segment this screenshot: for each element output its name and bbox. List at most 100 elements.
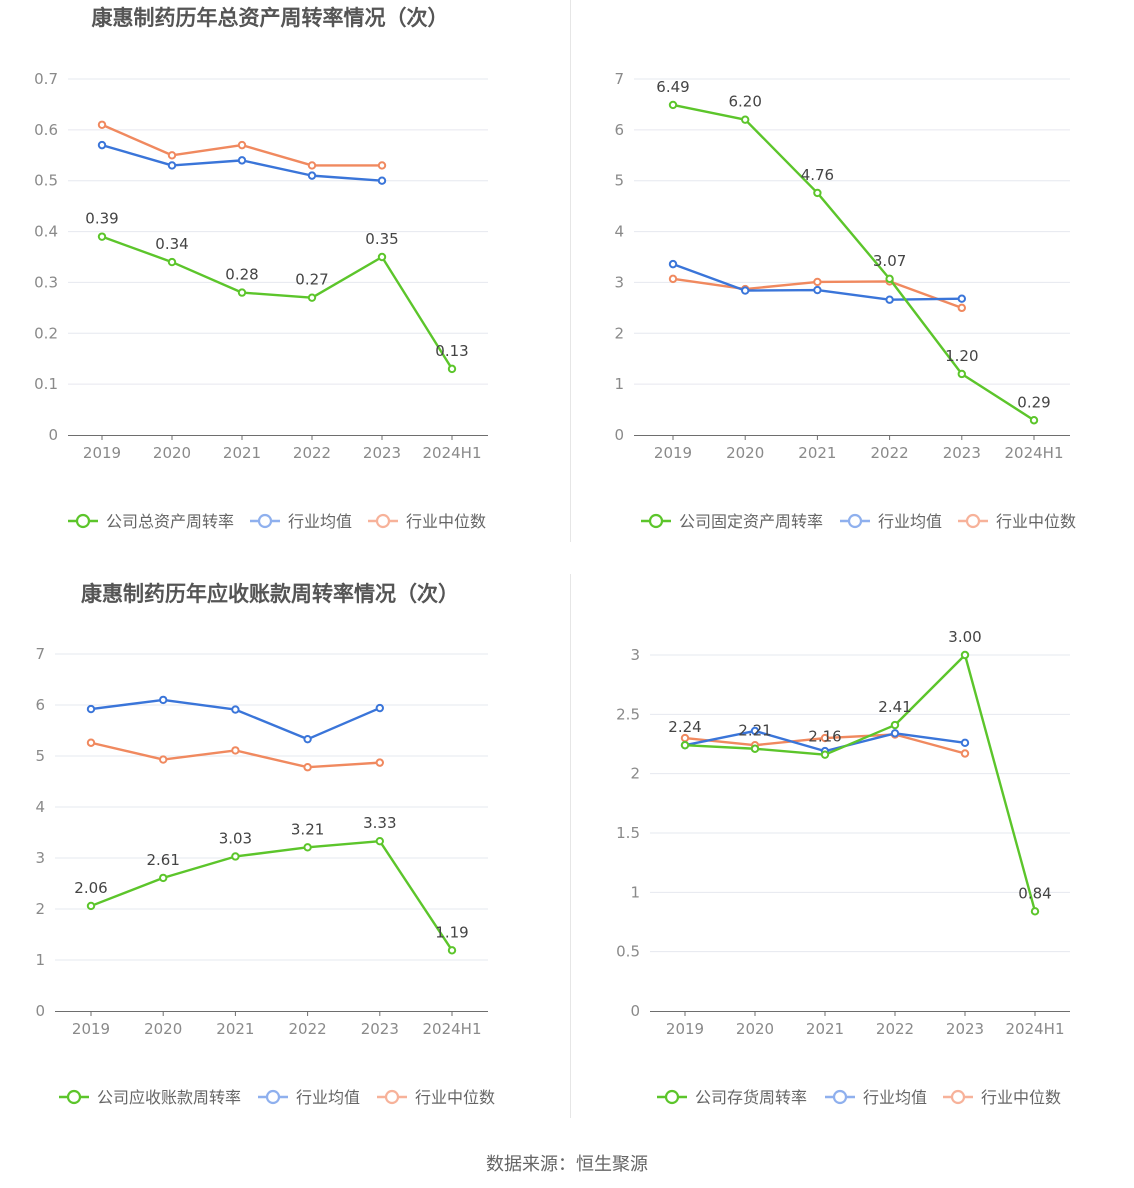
x-tick-label: 2023 [363,444,401,462]
chart-svg-fixed-asset-turnover: 康惠制药历年固定资产周转率情况（次）0123456720192020202120… [614,70,1076,531]
data-point-company [820,750,830,759]
y-tick-label: 1.5 [616,824,640,842]
data-point-company [303,843,312,852]
legend-label: 行业中位数 [981,1088,1061,1107]
series-line-company [90,839,454,951]
data-point-company [97,232,107,241]
x-tick-label: 2023 [943,444,981,462]
x-tick-label: 2021 [223,444,261,462]
data-point-industry-median [303,763,312,772]
x-tick-label: 2020 [144,1020,182,1038]
data-point-company [237,288,247,297]
data-point-industry-avg [231,705,240,714]
y-tick-label: 7 [35,645,45,663]
y-tick-label: 0.5 [616,943,640,961]
y-tick-label: 2 [614,324,624,342]
data-label: 2.61 [146,851,179,869]
data-point-industry-median [159,755,168,764]
data-point-industry-avg [890,729,900,738]
y-tick-label: 3 [35,849,45,867]
data-label: 0.84 [1018,884,1051,902]
data-label: 0.13 [435,342,468,360]
legend-marker-industry-median [950,1089,966,1105]
x-tick-label: 2024H1 [423,1020,482,1038]
y-tick-label: 6 [614,121,624,139]
y-tick-label: 0.6 [34,121,58,139]
data-label: 2.16 [808,728,841,746]
data-point-industry-avg [885,295,894,304]
chart-title: 康惠制药历年总资产周转率情况（次） [92,6,449,30]
data-label: 3.07 [873,252,906,270]
chart-panel-fixed-asset-turnover: 康惠制药历年固定资产周转率情况（次）0123456720192020202120… [567,0,1134,570]
chart-plot-group: 康惠制药历年总资产周转率情况（次） 0 0.1 0.2 0.3 0.4 0.5 0.6 0.7 2… [34,6,488,531]
series-line-company [672,103,1035,422]
data-label: 4.76 [801,166,834,184]
data-point-industry-median [813,277,822,287]
y-tick-label: 2 [630,765,640,783]
y-tick-label: 1 [614,375,624,393]
data-point-industry-avg [377,176,387,185]
legend-label: 行业均值 [863,1088,927,1107]
y-tick-label: 3 [614,273,624,291]
data-label: 0.28 [225,266,258,284]
x-tick-label: 2022 [871,444,909,462]
data-point-industry-median [307,161,317,170]
data-point-industry-avg [957,294,966,303]
x-tick-label: 2021 [806,1020,844,1038]
data-point-company [960,650,970,660]
data-label: 2.41 [878,698,911,716]
data-point-company [375,836,384,846]
chart-panel-inventory-turnover: 康惠制药历年存货周转率情况（次）00.511.522.5320192020202… [567,570,1134,1140]
data-point-industry-median [668,274,678,284]
legend-label: 行业中位数 [406,512,486,531]
y-tick-label: 0.7 [34,70,58,88]
legend-label: 公司固定资产周转率 [679,512,823,531]
x-tick-label: 2020 [726,444,764,462]
legend-marker-industry-median [375,513,391,529]
data-point-company [1029,416,1039,425]
legend-marker-industry-avg [832,1089,848,1105]
data-point-company [167,257,177,267]
data-point-company [447,364,457,374]
data-label: 0.35 [365,230,398,248]
data-point-industry-median [377,161,387,170]
y-tick-label: 0 [48,426,58,444]
legend-marker-company [648,513,664,529]
chart-svg-receivables-turnover: 康惠制药历年应收账款周转率情况（次） 0 1 2 3 4 5 6 7 2019 2020 2021 20… [35,582,495,1107]
data-point-company [668,100,678,110]
data-point-industry-median [957,303,966,313]
chart-svg-total-asset-turnover: 康惠制药历年总资产周转率情况（次） 0 0.1 0.2 0.3 0.4 0.5 0.6 0.7 2… [34,6,488,531]
legend-label: 行业均值 [878,512,942,531]
data-label: 2.21 [738,722,771,740]
x-tick-label: 2019 [666,1020,704,1038]
x-tick-label: 2023 [946,1020,984,1038]
data-point-industry-avg [159,695,168,705]
data-point-industry-median [97,120,107,129]
x-tick-label: 2022 [876,1020,914,1038]
data-point-company [447,946,457,955]
data-point-industry-avg [86,704,96,714]
chart-plot-group: 康惠制药历年应收账款周转率情况（次） 0 1 2 3 4 5 6 7 2019 2020 2021 20… [35,582,495,1107]
data-point-industry-avg [167,161,177,170]
data-label: 3.33 [363,814,396,832]
legend-marker-industry-avg [257,513,273,529]
legend-label: 公司总资产周转率 [106,512,234,531]
y-tick-label: 1 [630,883,640,901]
data-point-company [680,740,690,750]
data-point-company [377,252,387,262]
legend-marker-company [664,1089,680,1105]
data-point-company [813,188,822,198]
data-point-company [957,369,966,379]
y-tick-label: 0 [630,1002,640,1020]
data-point-company [750,744,760,753]
data-point-industry-avg [303,734,312,744]
data-label: 0.27 [295,271,328,289]
y-tick-label: 0.3 [34,273,58,291]
data-point-industry-median [86,738,96,747]
x-tick-label: 2020 [736,1020,774,1038]
y-tick-label: 6 [35,696,45,714]
y-tick-label: 7 [614,70,624,88]
series-line-company [101,235,454,370]
y-tick-label: 0 [35,1002,45,1020]
legend-label: 行业均值 [296,1088,360,1107]
